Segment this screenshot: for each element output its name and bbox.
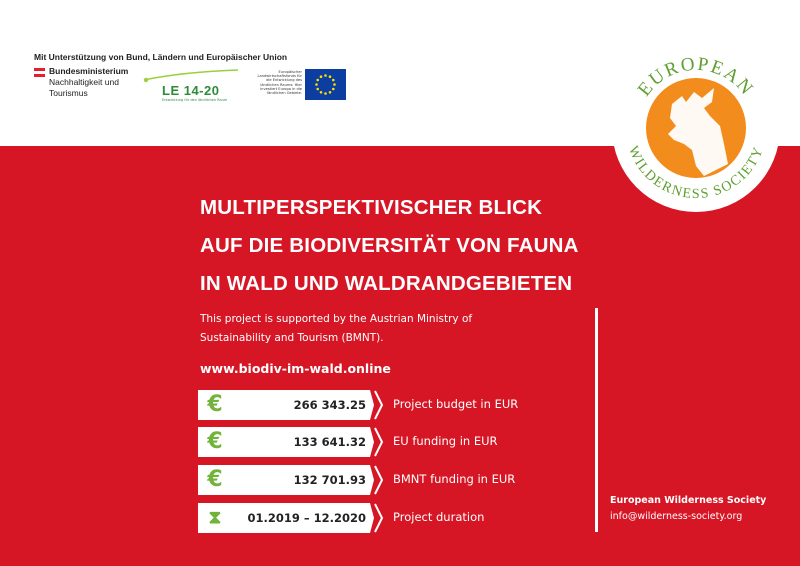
chevron-right-icon	[374, 503, 384, 533]
ews-logo: EUROPEAN WILDERNESS SOCIETY	[625, 54, 765, 202]
howling-wolf-icon	[668, 88, 728, 176]
le-logo-subtext: Entwicklung für den ländlichen Raum	[162, 98, 228, 102]
eu-star-icon	[333, 83, 336, 86]
euro-icon: €	[207, 467, 223, 492]
fact-label: BMNT funding in EUR	[393, 472, 516, 486]
fact-row-budget: € 266 343.25	[198, 390, 384, 420]
le-logo-text: LE 14-20	[162, 83, 220, 98]
fact-row-bmnt-funding: € 132 701.93	[198, 465, 384, 495]
fact-label: Project budget in EUR	[393, 397, 519, 411]
euro-icon: €	[207, 429, 223, 454]
eu-star-icon	[324, 92, 327, 95]
chevron-right-icon	[374, 465, 384, 495]
hourglass-icon: ⧗	[208, 507, 222, 528]
fact-row-duration: ⧗ 01.2019 – 12.2020	[198, 503, 384, 533]
support-line: Mit Unterstützung von Bund, Ländern und …	[34, 52, 288, 62]
title-line-2: AUF DIE BIODIVERSITÄT VON FAUNA	[200, 234, 579, 257]
le-logo-swoosh-icon	[143, 69, 239, 83]
fact-value: 132 701.93	[293, 473, 366, 487]
eu-star-icon	[319, 90, 323, 94]
contact-email[interactable]: info@wilderness-society.org	[610, 511, 743, 522]
austria-flag-icon	[34, 68, 45, 77]
title-line-1: MULTIPERSPEKTIVISCHER BLICK	[200, 196, 543, 219]
fact-label: EU funding in EUR	[393, 434, 498, 448]
eu-star-icon	[331, 87, 335, 91]
support-text: This project is supported by the Austria…	[200, 313, 473, 344]
eafrd-text: Europäischer Landwirtschaftsfonds für di…	[257, 70, 302, 96]
fact-label: Project duration	[393, 510, 485, 524]
ministry-name-line3: Tourismus	[49, 88, 88, 98]
fact-value: 133 641.32	[293, 435, 366, 449]
euro-icon: €	[207, 392, 223, 417]
eu-star-icon	[324, 74, 327, 77]
eu-star-icon	[328, 75, 332, 79]
eu-flag-icon	[305, 69, 346, 100]
eu-star-icon	[319, 75, 323, 79]
fact-value: 01.2019 – 12.2020	[247, 511, 366, 525]
eu-star-icon	[315, 83, 318, 86]
eu-star-icon	[316, 87, 320, 91]
ministry-name-line2: Nachhaltigkeit und	[49, 77, 119, 87]
vertical-divider	[595, 308, 598, 532]
eu-star-icon	[316, 78, 320, 82]
title-line-3: IN WALD UND WALDRANDGEBIETEN	[200, 272, 573, 295]
main-panel	[0, 146, 800, 566]
contact-name: European Wilderness Society	[610, 495, 767, 506]
eu-star-icon	[328, 90, 332, 94]
website-link[interactable]: www.biodiv-im-wald.online	[200, 361, 391, 376]
eu-star-icon	[331, 78, 335, 82]
chevron-right-icon	[374, 390, 384, 420]
fact-row-eu-funding: € 133 641.32	[198, 427, 384, 457]
chevron-right-icon	[374, 427, 384, 457]
fact-value: 266 343.25	[293, 398, 366, 412]
ministry-name-line1: Bundesministerium	[49, 66, 129, 76]
